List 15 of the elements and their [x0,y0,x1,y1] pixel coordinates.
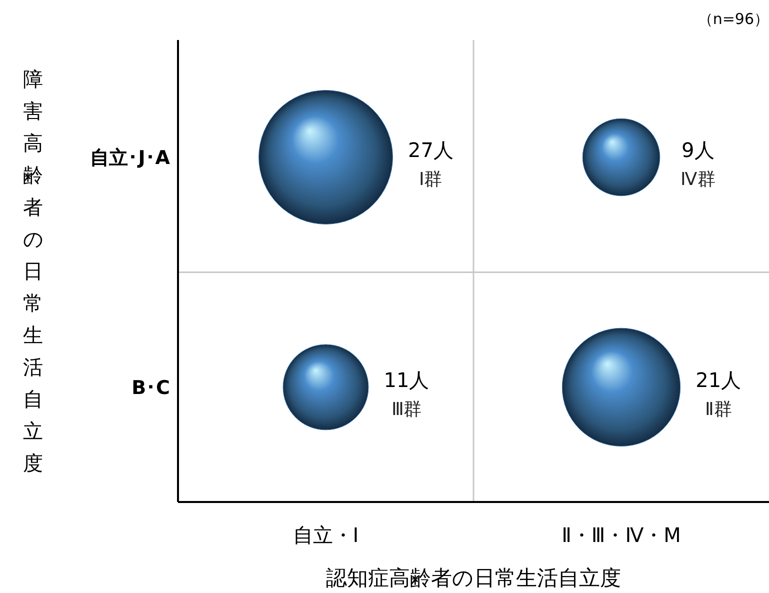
text: 障害高齢者の日常生活自立度 [23,67,43,475]
annotation: 27人 [408,138,454,162]
annotation: 9人 [682,138,714,162]
annotation: Ⅲ群 [391,399,422,420]
x-tick-label: 自立・Ⅰ [292,523,359,547]
annotation: Ⅳ群 [680,169,716,190]
annotation: Ⅰ群 [419,169,442,190]
annotation: 21人 [696,368,742,392]
x-tick-label: Ⅱ・Ⅲ・Ⅳ・M [562,523,681,547]
x-axis-title: 認知症高齢者の日常生活自立度 [326,566,621,590]
annotation: 11人 [384,368,430,392]
text: B･C [132,377,170,400]
text: 自立･J･A [90,147,170,170]
text: （n=96） [698,10,769,29]
annotation: Ⅱ群 [704,399,732,420]
